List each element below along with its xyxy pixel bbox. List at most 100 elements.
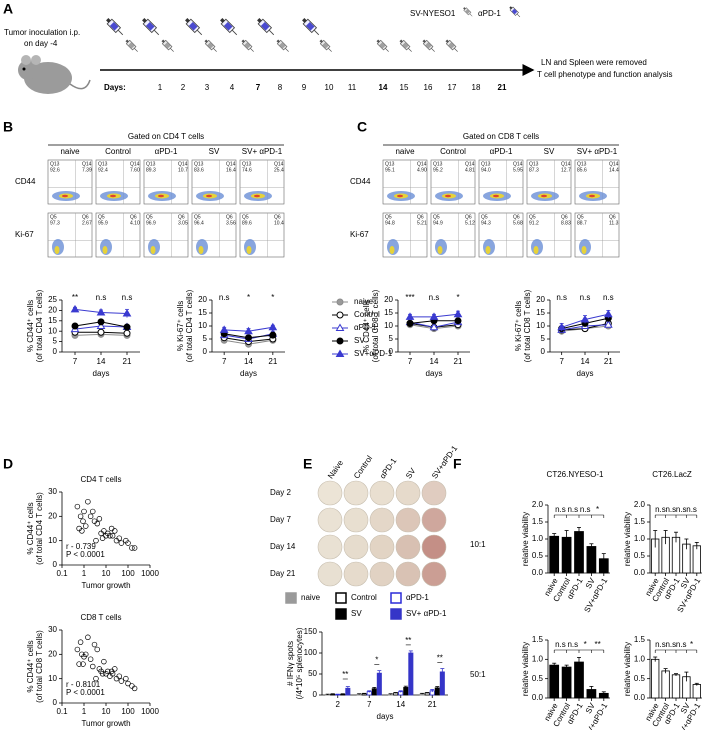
- well: [395, 507, 421, 533]
- point: [118, 678, 125, 684]
- y-tick-label: 0: [389, 347, 394, 356]
- quadrant-name: Q5: [577, 214, 584, 220]
- x-tick-label: 21: [454, 357, 463, 366]
- y-tick-label: 1.5: [532, 635, 544, 644]
- bar: [661, 670, 670, 699]
- well: [369, 534, 395, 560]
- point: [118, 540, 125, 546]
- well: [395, 534, 421, 560]
- point: [125, 680, 131, 687]
- x-tick-label: 21: [268, 357, 277, 366]
- well: [369, 507, 395, 533]
- significance: *: [375, 656, 378, 665]
- significance: n.s: [555, 505, 566, 514]
- significance: *: [456, 293, 459, 302]
- y-tick-label: 20: [48, 649, 57, 658]
- well: [395, 561, 421, 587]
- quadrant-name: Q6: [417, 214, 424, 220]
- x-tick-label: 100: [121, 569, 135, 578]
- quadrant-value: 96.9: [146, 220, 156, 226]
- quadrant-name: Q6: [130, 214, 137, 220]
- x-axis-label: days: [426, 369, 443, 378]
- marker: [405, 312, 415, 320]
- cell-cloud: [437, 246, 443, 254]
- significance: n.s: [665, 505, 676, 514]
- bar: [671, 536, 681, 574]
- quadrant-name: Q6: [226, 214, 233, 220]
- y-tick-label: 50: [308, 669, 317, 678]
- y-axis-label: % CD44⁺ cells: [26, 640, 35, 692]
- bar: [439, 671, 445, 696]
- y-axis-label: % CD44⁺ cells: [362, 300, 371, 352]
- x-tick-label: 21: [123, 357, 132, 366]
- well: [421, 561, 447, 587]
- significance: n.s: [655, 505, 666, 514]
- x-tick-label: 14: [97, 357, 106, 366]
- marker: [336, 311, 344, 319]
- point: [82, 523, 89, 529]
- quadrant-value: 95.2: [433, 167, 443, 173]
- quadrant-value: 89.3: [146, 167, 156, 173]
- quadrant-value: 3.56: [226, 220, 236, 226]
- point: [96, 516, 103, 522]
- y-tick-label: 30: [48, 625, 57, 634]
- quadrant-value: 10.7: [178, 167, 188, 173]
- y-tick-label: 10: [48, 674, 57, 683]
- day-label: 21: [498, 83, 507, 92]
- point: [77, 513, 84, 520]
- significance: *: [584, 640, 587, 649]
- x-axis-label: days: [577, 369, 594, 378]
- marker: [603, 309, 613, 318]
- day-label: 8: [278, 83, 283, 92]
- quadrant-name: Q13: [577, 161, 587, 167]
- quadrant-name: Q14: [561, 161, 571, 167]
- well: [421, 480, 447, 506]
- x-tick-label: 21: [428, 700, 437, 709]
- quadrant-value: 92.4: [98, 167, 108, 173]
- point: [131, 545, 138, 551]
- quadrant-value: 88.7: [577, 220, 587, 226]
- y-tick-label: 0: [53, 698, 58, 707]
- y-tick-label: 2.0: [532, 500, 544, 509]
- marker: [269, 331, 277, 339]
- x-tick-label: 7: [559, 357, 564, 366]
- y-tick-label: 1.0: [532, 654, 544, 663]
- well: [421, 507, 447, 533]
- x-tick-label: 1000: [141, 707, 159, 716]
- day-label: 3: [205, 83, 210, 92]
- annotation: r - 0.8101: [66, 680, 101, 689]
- quadrant-name: Q13: [242, 161, 252, 167]
- quadrant-name: Q14: [513, 161, 523, 167]
- quadrant-value: 14.4: [609, 167, 619, 173]
- marker: [97, 328, 105, 336]
- y-axis-label: relative viability: [623, 642, 632, 696]
- quadrant-name: Q6: [561, 214, 568, 220]
- legend-label: αPD-1: [406, 593, 429, 602]
- x-tick-label: 1000: [141, 569, 159, 578]
- y-tick-label: 1.5: [634, 635, 646, 644]
- x-tick-label: 7: [222, 357, 227, 366]
- x-axis-label: days: [93, 369, 110, 378]
- gate-title: Gated on CD4 T cells: [128, 132, 204, 141]
- cell-cloud: [485, 246, 491, 254]
- quadrant-name: Q13: [194, 161, 204, 167]
- x-axis-label: Tumor growth: [81, 581, 130, 590]
- day-label: 7: [256, 83, 261, 92]
- ratio-label: 50:1: [470, 670, 486, 679]
- y-tick-label: 1.5: [532, 517, 544, 526]
- row-label: Ki-67: [15, 230, 34, 239]
- point: [81, 508, 87, 515]
- marker: [245, 334, 252, 342]
- y-tick-label: 10: [536, 321, 545, 330]
- quadrant-value: 95.9: [98, 220, 108, 226]
- annotation: r - 0.739: [66, 542, 96, 551]
- point: [87, 656, 94, 662]
- point: [91, 641, 98, 648]
- gate-title: Gated on CD8 T cells: [463, 132, 539, 141]
- bar: [574, 661, 584, 699]
- significance: *: [271, 293, 274, 302]
- legend-text: αPD-1: [478, 9, 501, 18]
- quadrant-name: Q5: [146, 214, 153, 220]
- legend-text: SV-NYESO1: [410, 9, 456, 18]
- chart-title: CT26.LacZ: [652, 470, 692, 479]
